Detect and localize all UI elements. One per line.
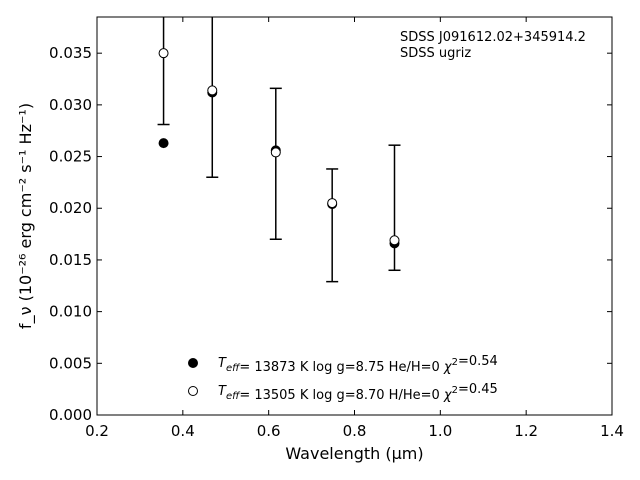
y-axis-label: f_ν (10⁻²⁶ erg cm⁻² s⁻¹ Hz⁻¹) [16,103,36,329]
y-tick-label: 0.010 [49,303,92,321]
y-tick-label: 0.020 [49,199,92,217]
annotation-object: SDSS J091612.02+345914.2 [400,30,586,45]
x-tick-label: 0.4 [171,422,195,440]
legend-marker-filled [188,358,198,368]
model-point-open [327,198,338,209]
x-tick-label: 0.6 [257,422,281,440]
x-tick-label: 0.8 [343,422,367,440]
x-axis-ticks: 0.2 0.4 0.6 0.8 1.0 1.2 1.4 [85,17,624,440]
data-markers [158,48,400,249]
legend-label-filled: Teff= 13873 K log g=8.75 He/H=0 χ2=0.54 [218,354,498,375]
y-tick-label: 0.000 [49,406,92,424]
x-axis-label: Wavelength (μm) [285,444,423,463]
y-tick-label: 0.005 [49,354,92,372]
y-tick-label: 0.025 [49,148,92,166]
x-tick-label: 0.2 [85,422,109,440]
model-point-open [270,147,281,158]
model-point-open [158,48,169,59]
y-tick-label: 0.015 [49,251,92,269]
y-tick-label: 0.035 [49,44,92,62]
legend-marker-open [188,386,198,396]
y-tick-label: 0.030 [49,96,92,114]
model-point-open [207,85,218,96]
legend-label-open: Teff= 13505 K log g=8.70 H/He=0 χ2=0.45 [218,382,498,403]
y-axis-ticks: 0.000 0.005 0.010 0.015 0.020 0.025 0.030 0.035 [49,44,612,424]
model-point-filled [158,138,169,149]
model-point-open [389,235,400,246]
x-tick-label: 1.2 [514,422,538,440]
plot-frame [96,16,613,416]
x-tick-label: 1.4 [600,422,624,440]
legend: Teff= 13873 K log g=8.75 He/H=0 χ2=0.54 … [188,354,498,403]
annotation-photometry: SDSS ugriz [400,46,471,61]
x-tick-label: 1.0 [428,422,452,440]
